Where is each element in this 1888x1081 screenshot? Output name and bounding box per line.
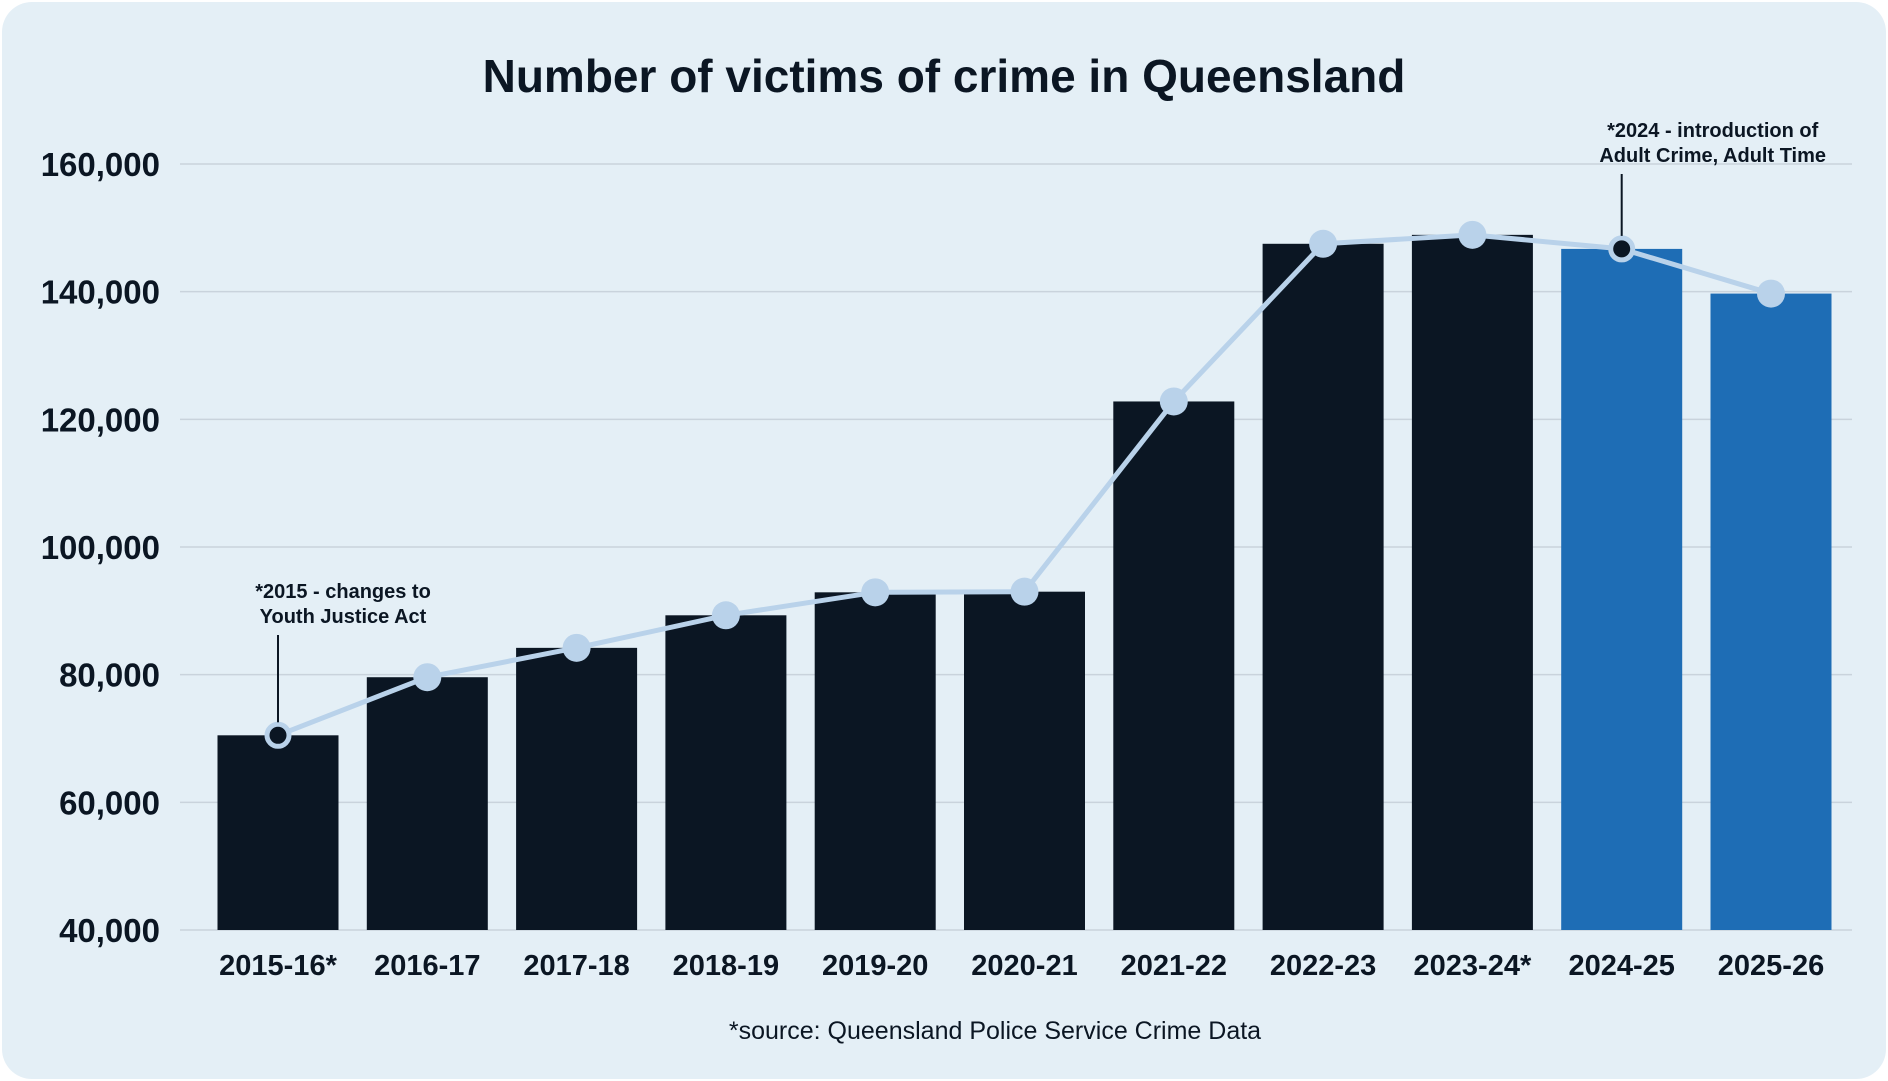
- trend-line: [264, 220, 1785, 749]
- line-point: [1757, 279, 1785, 308]
- annotation-text: *2024 - introduction of: [1607, 120, 1818, 142]
- x-tick-label: 2025-26: [1718, 950, 1824, 982]
- y-tick-label: 40,000: [59, 912, 160, 949]
- x-tick-label: 2020-21: [971, 950, 1077, 982]
- bar: [1113, 401, 1235, 931]
- bar: [665, 615, 787, 930]
- y-axis: 40,000 60,000 80,000 100,000 120,000 140,000 1…: [41, 146, 160, 949]
- y-tick-label: 160,000: [41, 146, 160, 183]
- line-point: [1159, 387, 1188, 416]
- line-point: [1309, 229, 1338, 258]
- x-tick-label: 2021-22: [1121, 950, 1227, 982]
- line-point: [711, 601, 740, 630]
- annotated-point: [264, 721, 292, 749]
- x-tick-label: 2022-23: [1270, 950, 1376, 982]
- y-tick-label: 60,000: [59, 784, 160, 821]
- x-tick-label: 2016-17: [374, 950, 480, 982]
- y-tick-label: 120,000: [41, 401, 160, 438]
- line-point: [861, 578, 890, 607]
- bar: [217, 735, 339, 930]
- line-point: [1458, 220, 1487, 249]
- annotation-text: Adult Crime, Adult Time: [1599, 145, 1826, 167]
- x-tick-label: 2018-19: [673, 950, 779, 982]
- chart-title: Number of victims of crime in Queensland: [483, 50, 1406, 102]
- bar: [516, 647, 638, 930]
- bar: [1561, 248, 1683, 931]
- bars: [217, 234, 1832, 931]
- x-tick-label: 2024-25: [1568, 950, 1674, 982]
- line-point: [1010, 577, 1039, 606]
- y-tick-label: 100,000: [41, 529, 160, 566]
- x-tick-label: 2023-24*: [1414, 950, 1532, 982]
- annotation-text: Youth Justice Act: [260, 606, 427, 628]
- x-tick-label: 2017-18: [523, 950, 629, 982]
- annotation-text: *2015 - changes to: [255, 581, 431, 603]
- y-tick-label: 80,000: [59, 657, 160, 694]
- bar: [366, 677, 488, 930]
- x-axis: 2015-16* 2016-17 2017-18 2018-19 2019-20 2020…: [219, 950, 1824, 982]
- bar: [814, 592, 936, 930]
- line-point: [562, 633, 591, 662]
- y-tick-label: 140,000: [41, 274, 160, 311]
- annotated-point: [1608, 235, 1636, 263]
- x-tick-label: 2019-20: [822, 950, 928, 982]
- bar: [1710, 293, 1832, 930]
- source-footnote: *source: Queensland Police Service Crime…: [729, 1017, 1261, 1045]
- bar: [1262, 243, 1384, 930]
- line-point: [413, 663, 442, 692]
- bar: [1411, 234, 1533, 931]
- annotations: *2015 - changes to Youth Justice Act *2024…: [255, 120, 1826, 723]
- x-tick-label: 2015-16*: [219, 950, 337, 982]
- bar: [964, 591, 1085, 930]
